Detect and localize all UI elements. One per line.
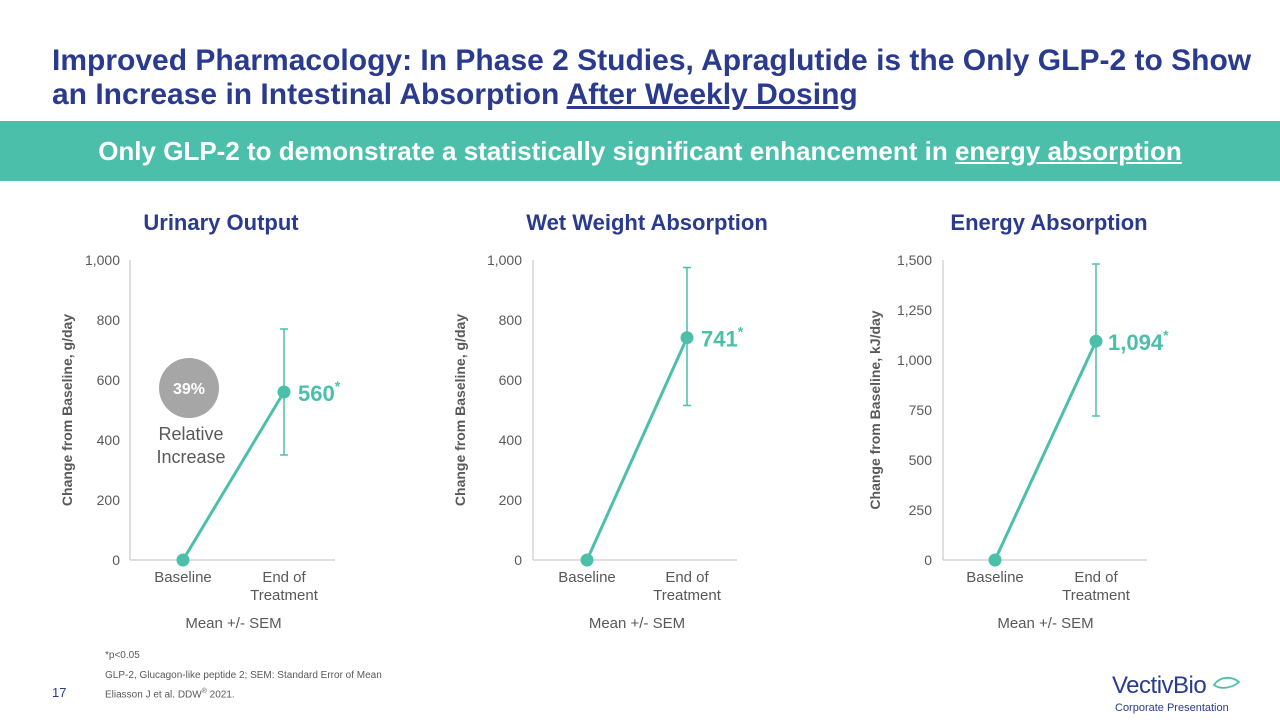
y-tick-label: 0 (924, 552, 932, 568)
logo-subtitle: Corporate Presentation (1115, 702, 1229, 714)
data-value-label: 1,094* (1108, 327, 1169, 355)
x-axis-label: Mean +/- SEM (589, 615, 685, 632)
x-category-label: Baseline (966, 569, 1024, 586)
y-tick-label: 800 (499, 312, 523, 328)
y-tick-label: 1,500 (897, 252, 932, 268)
vectivbio-logo: VectivBio Corporate Presentation (1112, 672, 1252, 716)
x-axis-label: Mean +/- SEM (997, 615, 1093, 632)
x-category-label: End of (665, 569, 709, 586)
logo-leaf-icon (1212, 676, 1241, 689)
y-tick-label: 800 (97, 312, 121, 328)
y-axis-label: Change from Baseline, g/day (452, 314, 468, 506)
chart-title: Wet Weight Absorption (526, 210, 768, 235)
y-tick-label: 1,000 (897, 352, 932, 368)
page-number: 17 (52, 685, 67, 700)
y-tick-label: 1,000 (487, 252, 522, 268)
significance-marker: * (335, 378, 341, 394)
y-tick-label: 1,250 (897, 302, 932, 318)
relative-increase-label-line1: Relative (158, 424, 223, 444)
x-axis-label: Mean +/- SEM (185, 615, 281, 632)
x-category-label: Baseline (154, 569, 212, 586)
y-tick-label: 250 (909, 502, 933, 518)
slide-title: Improved Pharmacology: In Phase 2 Studie… (52, 44, 1252, 112)
data-value-label: 741* (701, 324, 744, 352)
data-point (988, 553, 1002, 567)
y-tick-label: 200 (499, 492, 523, 508)
y-tick-label: 0 (112, 552, 120, 568)
citation-year: 2021. (206, 689, 235, 701)
data-point (580, 553, 594, 567)
footnote-citation: Eliasson J et al. DDW® 2021. (105, 688, 235, 700)
y-tick-label: 600 (499, 372, 523, 388)
key-message-banner: Only GLP-2 to demonstrate a statisticall… (0, 121, 1280, 181)
data-point (277, 385, 291, 399)
citation-registered-mark: ® (201, 688, 207, 695)
x-category-label-line2: Treatment (250, 587, 319, 604)
series-line (993, 340, 1098, 561)
relative-increase-percent: 39% (173, 381, 205, 398)
y-tick-label: 1,000 (85, 252, 120, 268)
y-axis-label: Change from Baseline, g/day (59, 314, 75, 506)
relative-increase-badge (159, 358, 219, 418)
significance-marker: * (738, 324, 744, 340)
y-tick-label: 400 (97, 432, 121, 448)
logo-wordmark: VectivBio (1112, 672, 1207, 699)
data-point (1089, 334, 1103, 348)
relative-increase-label-line2: Increase (156, 447, 225, 467)
y-tick-label: 500 (909, 452, 933, 468)
y-tick-label: 750 (909, 402, 933, 418)
data-value-label: 560* (298, 378, 341, 406)
x-category-label: End of (1074, 569, 1118, 586)
banner-text-main: Only GLP-2 to demonstrate a statisticall… (98, 136, 955, 166)
footnote-significance: *p<0.05 (105, 650, 140, 661)
y-tick-label: 400 (499, 432, 523, 448)
series-line (181, 391, 286, 561)
x-category-label: Baseline (558, 569, 616, 586)
x-category-label-line2: Treatment (1062, 587, 1131, 604)
significance-marker: * (1163, 327, 1169, 343)
y-tick-label: 0 (514, 552, 522, 568)
series-line (585, 337, 689, 561)
banner-text-underlined: energy absorption (954, 136, 1182, 166)
chart-title: Energy Absorption (950, 210, 1147, 235)
y-axis-label: Change from Baseline, kJ/day (867, 310, 883, 509)
citation-text: Eliasson J et al. DDW (105, 689, 202, 701)
x-category-label-line2: Treatment (653, 587, 722, 604)
y-tick-label: 200 (97, 492, 121, 508)
x-category-label: End of (262, 569, 306, 586)
chart-title: Urinary Output (143, 210, 299, 235)
slide-title-main: Improved Pharmacology: In Phase 2 Studie… (52, 44, 1252, 111)
data-point (680, 331, 694, 345)
y-tick-label: 600 (97, 372, 121, 388)
banner-text: Only GLP-2 to demonstrate a statisticall… (0, 121, 1280, 181)
footnote-abbreviations: GLP-2, Glucagon-like peptide 2; SEM: Sta… (105, 670, 382, 681)
data-point (176, 553, 190, 567)
slide-title-underlined: After Weekly Dosing (566, 78, 858, 111)
